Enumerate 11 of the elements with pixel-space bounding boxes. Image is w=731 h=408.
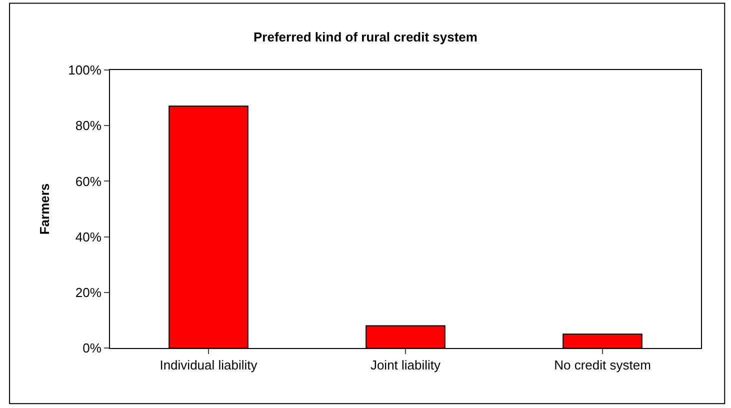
y-tick-label: 40% — [75, 229, 102, 244]
y-tick-label: 0% — [82, 340, 102, 356]
y-tick-label: 60% — [75, 174, 102, 189]
x-tick-label: Joint liability — [370, 358, 442, 373]
x-tick-label: Individual liability — [160, 358, 258, 373]
y-tick-label: 100% — [68, 62, 102, 78]
x-tick-label: No credit system — [554, 358, 651, 373]
y-tick-label: 80% — [75, 118, 102, 134]
y-tick-label: 20% — [75, 284, 102, 300]
y-axis-title: Farmers — [37, 183, 52, 235]
chart-title: Preferred kind of rural credit system — [254, 30, 478, 45]
